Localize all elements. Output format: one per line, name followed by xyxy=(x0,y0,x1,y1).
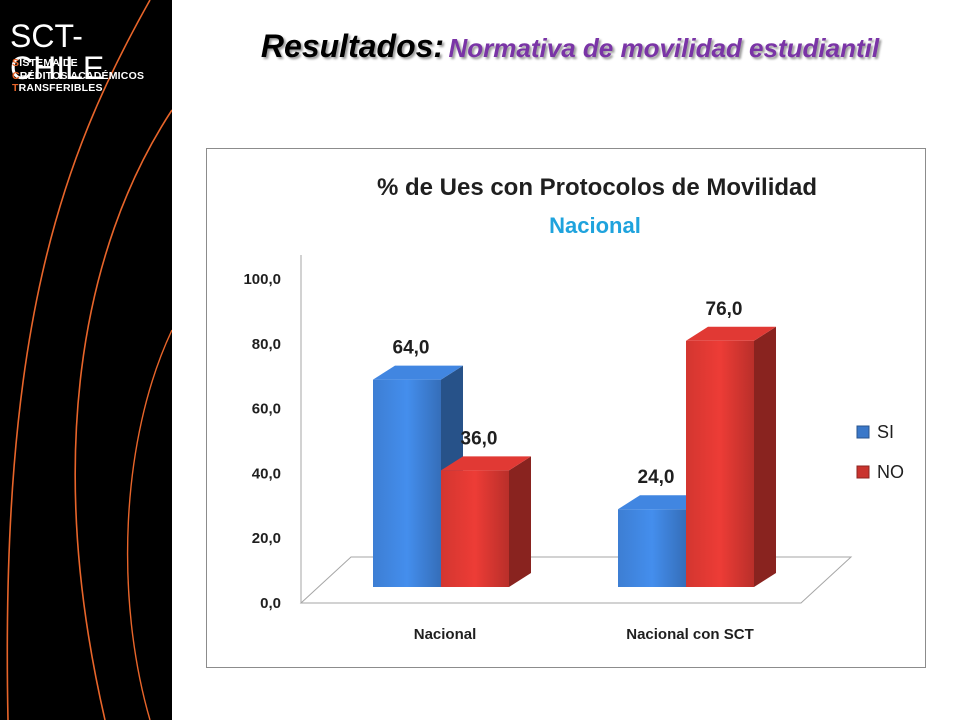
y-tick-label: 60,0 xyxy=(252,401,281,418)
legend-label: SI xyxy=(877,422,894,442)
bar-side xyxy=(509,456,531,587)
logo-subtitle-line: SISTEMA DE xyxy=(12,57,78,69)
chart-frame: % de Ues con Protocolos de Movilidad Nac… xyxy=(206,148,926,668)
y-axis: 0,0 20,0 40,0 60,0 80,0 100,0 xyxy=(243,271,281,612)
y-tick-label: 80,0 xyxy=(252,336,281,353)
bar-side xyxy=(754,326,776,587)
x-category-label: Nacional xyxy=(414,626,477,643)
bar-value-label: 76,0 xyxy=(706,299,743,320)
y-tick-label: 40,0 xyxy=(252,465,281,482)
x-axis: Nacional Nacional con SCT xyxy=(414,626,754,643)
bar-value-label: 64,0 xyxy=(393,338,430,359)
bar-front xyxy=(618,509,686,587)
legend-label: NO xyxy=(877,462,904,482)
legend: SI NO xyxy=(856,422,904,482)
chart-title: % de Ues con Protocolos de Movilidad xyxy=(377,174,817,201)
slide-title-lead: Resultados: xyxy=(260,28,445,64)
x-category-label: Nacional con SCT xyxy=(626,626,754,643)
bar-top xyxy=(441,456,531,471)
logo-wordmark: SCT-CHILE xyxy=(10,18,105,86)
bar-value-label: 36,0 xyxy=(461,428,498,449)
y-tick-label: 20,0 xyxy=(252,530,281,547)
legend-item-no: NO xyxy=(856,462,904,482)
bar-chart: % de Ues con Protocolos de Movilidad Nac… xyxy=(243,174,904,643)
bar-front xyxy=(686,340,754,587)
bar-no-1 xyxy=(686,326,776,587)
legend-swatch xyxy=(856,465,870,479)
y-tick-label: 0,0 xyxy=(260,595,281,612)
bar-top xyxy=(686,326,776,341)
bar-top xyxy=(373,365,463,380)
bar-front xyxy=(441,470,509,587)
y-tick-label: 100,0 xyxy=(243,271,281,288)
decorative-lines xyxy=(6,0,172,720)
bar-value-label: 24,0 xyxy=(638,467,675,488)
legend-swatch xyxy=(856,425,870,439)
logo-subtitle-line: TRANSFERIBLES xyxy=(12,82,103,94)
legend-item-si: SI xyxy=(856,422,894,442)
slide-title: Resultados: Normativa de movilidad estud… xyxy=(190,28,950,65)
bars: 64,0 36,0 24,0 76,0 xyxy=(373,299,776,587)
bar-top xyxy=(618,495,708,510)
bar-front xyxy=(373,379,441,587)
logo-subtitle: SISTEMA DE CRÉDITOS ACADÉMICOS TRANSFERI… xyxy=(12,57,144,95)
sidebar: SCT-CHILE SISTEMA DE CRÉDITOS ACADÉMICOS… xyxy=(0,0,172,720)
chart-subtitle: Nacional xyxy=(549,213,641,238)
bar-no-0 xyxy=(441,456,531,587)
logo-subtitle-line: CRÉDITOS ACADÉMICOS xyxy=(12,69,145,82)
slide-title-rest: Normativa de movilidad estudiantil xyxy=(448,33,880,63)
